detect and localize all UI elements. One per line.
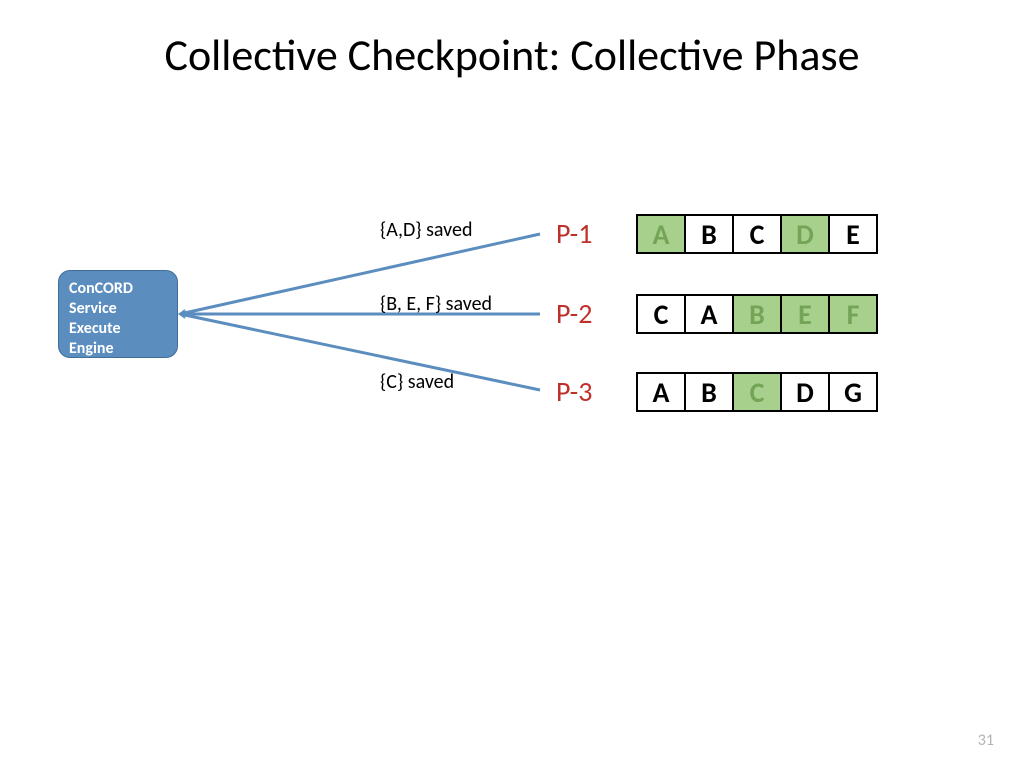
page-number: 31: [978, 731, 994, 750]
cell-1-5: E: [828, 214, 878, 254]
engine-line-2: Service: [69, 299, 167, 319]
cell-2-2: A: [684, 294, 734, 334]
cell-2-1: C: [636, 294, 686, 334]
cell-1-4: D: [780, 214, 830, 254]
cell-3-1: A: [636, 372, 686, 412]
cell-3-2: B: [684, 372, 734, 412]
process-label-1: P-1: [556, 216, 592, 251]
cell-1-2: B: [684, 214, 734, 254]
edge-label-1: {A,D} saved: [380, 218, 472, 242]
cell-3-3: C: [732, 372, 782, 412]
cell-1-3: C: [732, 214, 782, 254]
slide-title: Collective Checkpoint: Collective Phase: [0, 28, 1024, 82]
engine-line-1: ConCORD: [69, 279, 167, 299]
cell-3-4: D: [780, 372, 830, 412]
edge-label-3: {C} saved: [380, 370, 454, 394]
engine-box: ConCORD Service Execute Engine: [58, 270, 178, 358]
cell-2-4: E: [780, 294, 830, 334]
cell-3-5: G: [828, 372, 878, 412]
cell-row-1: ABCDE: [636, 214, 878, 254]
cell-2-3: B: [732, 294, 782, 334]
arrow-line-3: [180, 314, 540, 390]
engine-line-3: Execute: [69, 319, 167, 339]
cell-1-1: A: [636, 214, 686, 254]
engine-line-4: Engine: [69, 339, 167, 359]
process-label-2: P-2: [556, 296, 592, 331]
cell-2-5: F: [828, 294, 878, 334]
edge-label-2: {B, E, F} saved: [380, 292, 492, 316]
cell-row-2: CABEF: [636, 294, 878, 334]
cell-row-3: ABCDG: [636, 372, 878, 412]
process-label-3: P-3: [556, 374, 592, 409]
